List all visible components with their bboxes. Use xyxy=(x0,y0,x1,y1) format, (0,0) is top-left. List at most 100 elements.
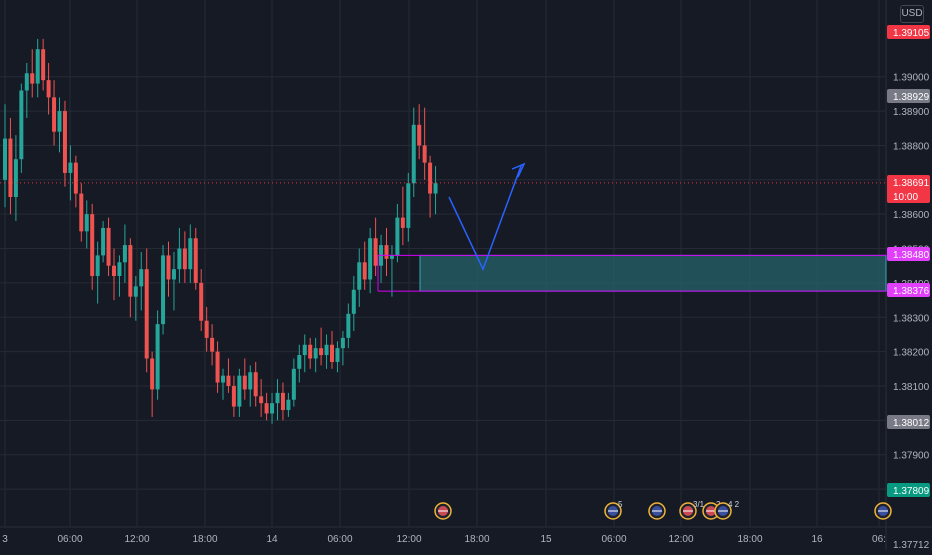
candle-body xyxy=(101,227,106,256)
candle-body xyxy=(335,348,340,362)
candle-body xyxy=(275,392,280,404)
candle-body xyxy=(422,145,427,163)
candle-body xyxy=(24,73,29,91)
time-tick-label: 06:00 xyxy=(57,534,82,545)
time-tick-label: 14 xyxy=(266,534,278,545)
candle-body xyxy=(112,265,116,277)
price-tick-label: 1.38100 xyxy=(893,382,930,393)
candle-body xyxy=(297,355,302,369)
candle-body xyxy=(171,269,176,280)
price-label-low xyxy=(887,415,930,429)
demand-zone-box[interactable] xyxy=(419,254,887,292)
candle-body xyxy=(35,49,40,84)
candle-body xyxy=(406,183,411,228)
candle-body xyxy=(41,49,46,81)
candle-body xyxy=(259,396,264,404)
candle-body xyxy=(362,262,367,280)
candle-body xyxy=(286,399,291,411)
candle-body xyxy=(231,385,236,407)
event-count: 4 2 xyxy=(728,500,740,509)
price-tick-label: 1.37900 xyxy=(893,451,930,462)
candle-body xyxy=(308,344,313,359)
time-tick-label: 12:00 xyxy=(668,534,693,545)
candle-body xyxy=(351,289,356,314)
projection-path[interactable] xyxy=(448,165,522,272)
candle-body xyxy=(248,372,253,390)
candle-body xyxy=(84,214,89,232)
candle-body xyxy=(182,248,187,270)
price-label-text: 1.38480 xyxy=(893,250,930,261)
candle-body xyxy=(52,97,57,132)
time-tick-label: 06:00 xyxy=(601,534,626,545)
candle-body xyxy=(384,245,389,259)
candle-body xyxy=(139,269,144,287)
time-tick-label: 12:00 xyxy=(124,534,149,545)
time-tick-label: 12:00 xyxy=(396,534,421,545)
candle-body xyxy=(155,324,160,390)
currency-button[interactable]: USD xyxy=(900,5,924,23)
candle-body xyxy=(324,344,329,356)
time-tick-label: 3 xyxy=(2,534,8,545)
candle-body xyxy=(68,162,73,173)
price-tick-label: 1.38600 xyxy=(893,210,930,221)
price-tick-label: 1.38900 xyxy=(893,107,930,118)
candle-body xyxy=(3,138,7,180)
candle-body xyxy=(144,269,149,359)
candle-body xyxy=(346,313,351,338)
price-label-text: 1.38376 xyxy=(893,286,930,297)
price-label-countdown: 10:00 xyxy=(893,192,918,203)
candle-body xyxy=(128,245,133,297)
candle-body xyxy=(270,403,275,414)
projection-arrowhead xyxy=(511,162,526,178)
candle-body xyxy=(215,351,220,383)
price-tick-label: 1.37712 xyxy=(893,540,930,550)
candle-body xyxy=(150,358,155,390)
candle-body xyxy=(204,320,209,338)
event-count: 3/1 xyxy=(693,500,705,509)
candle-body xyxy=(177,248,182,270)
price-label-recent-low xyxy=(887,483,930,497)
event-count: 5 xyxy=(618,500,623,509)
price-label-prev-close xyxy=(887,89,930,103)
candle-body xyxy=(428,162,433,194)
price-tick-label: 1.38800 xyxy=(893,141,930,152)
candle-body xyxy=(330,344,334,362)
time-tick-label: 16 xyxy=(811,534,823,545)
candle-body xyxy=(253,372,258,397)
price-label-text: 1.38012 xyxy=(893,418,930,429)
candle-body xyxy=(373,238,378,266)
time-tick-label: 18:00 xyxy=(464,534,489,545)
time-tick-label: 18:00 xyxy=(192,534,217,545)
candle-body xyxy=(395,217,400,256)
candle-body xyxy=(221,375,225,383)
candle-body xyxy=(161,255,166,325)
candle-body xyxy=(210,337,215,352)
price-label-high xyxy=(887,25,930,39)
time-tick-label: 06: xyxy=(872,534,886,545)
time-tick-label: 06:00 xyxy=(327,534,352,545)
candle-body xyxy=(389,255,394,259)
candle-body xyxy=(313,348,318,359)
candle-body xyxy=(62,111,67,173)
price-label-zone-top xyxy=(887,247,930,261)
price-label-text: 1.39105 xyxy=(893,28,930,39)
candle-body xyxy=(188,238,193,270)
candle-body xyxy=(199,282,204,321)
candle-body xyxy=(133,286,138,297)
candle-body xyxy=(8,138,13,197)
candle-body xyxy=(242,375,247,390)
price-tick-label: 1.39000 xyxy=(893,73,930,84)
candle-body xyxy=(95,255,100,277)
candle-body xyxy=(79,193,84,232)
candle-body xyxy=(302,344,307,356)
price-label-text: 1.38691 xyxy=(893,178,930,189)
candle-body xyxy=(46,80,51,98)
candle-body xyxy=(106,227,111,266)
price-label-text: 1.38929 xyxy=(893,92,930,103)
candle-body xyxy=(90,214,95,277)
candle-body xyxy=(166,255,171,280)
price-tick-label: 1.38200 xyxy=(893,348,930,359)
candle-body xyxy=(400,217,405,228)
